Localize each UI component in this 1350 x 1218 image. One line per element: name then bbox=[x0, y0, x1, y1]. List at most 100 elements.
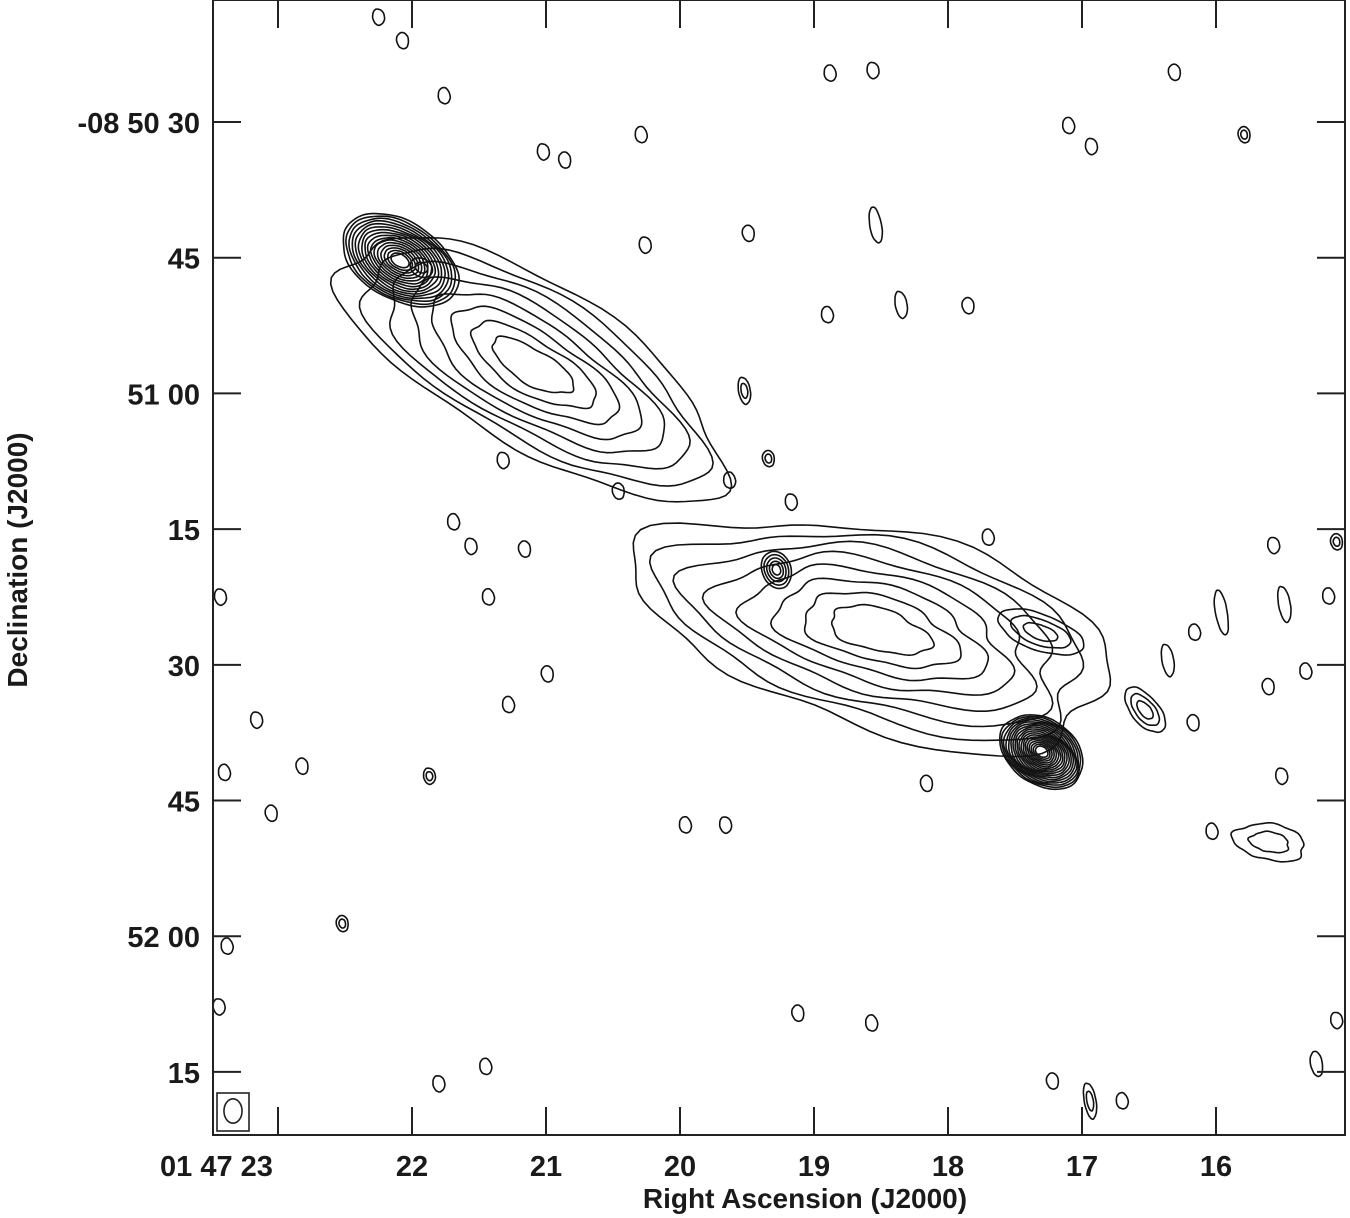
blob-sw-contour bbox=[1136, 699, 1154, 720]
beam-ellipse bbox=[223, 1097, 243, 1125]
north-lobe-contour bbox=[491, 335, 575, 394]
south-hotspot-contour bbox=[1024, 736, 1060, 768]
x-tick-label: 20 bbox=[664, 1151, 696, 1183]
north-lobe-contour bbox=[410, 276, 666, 454]
y-tick-label: 51 00 bbox=[127, 379, 200, 411]
noise-peak-contour bbox=[1329, 532, 1344, 551]
noise-peak-contour bbox=[894, 290, 909, 320]
noise-peak-contour bbox=[823, 64, 837, 82]
blob-far-sw-contour bbox=[1247, 830, 1290, 854]
south-hotspot-contour bbox=[1000, 715, 1082, 789]
noise-peak-contour bbox=[425, 771, 434, 782]
north-hotspot-contour bbox=[383, 247, 417, 274]
south-hotspot-contour bbox=[1030, 741, 1053, 762]
south-hotspot-contour bbox=[1016, 728, 1068, 775]
south-hotspot-contour bbox=[1012, 724, 1072, 779]
noise-peak-contour bbox=[1309, 1050, 1324, 1078]
noise-peak-contour bbox=[865, 1013, 879, 1032]
noise-peak-contour bbox=[1332, 536, 1341, 547]
noise-peak-contour bbox=[295, 757, 309, 776]
north-hotspot-contour bbox=[369, 236, 429, 285]
x-tick-label: 01 47 23 bbox=[160, 1151, 273, 1183]
blob-sw-contour bbox=[1123, 686, 1167, 734]
south-lobe-contour bbox=[803, 591, 962, 670]
noise-peak-contour bbox=[540, 665, 554, 683]
south-hotspot-contour bbox=[1028, 739, 1055, 764]
y-tick-label: 45 bbox=[168, 244, 200, 276]
compact-source-contour bbox=[763, 553, 790, 586]
tick-marks bbox=[213, 0, 1345, 1135]
north-lobe-contour bbox=[450, 305, 621, 426]
noise-peak-contour bbox=[1205, 822, 1219, 841]
blob-sw-contour bbox=[1130, 692, 1161, 727]
y-tick-label: -08 50 30 bbox=[77, 108, 200, 140]
x-tick-label: 22 bbox=[396, 1151, 428, 1183]
noise-peak-contour bbox=[784, 493, 799, 512]
west-blob-contour bbox=[996, 608, 1085, 656]
noise-peak-contour bbox=[1082, 1082, 1098, 1120]
north-peak-2-contour bbox=[409, 257, 434, 279]
noise-peak-contour bbox=[422, 767, 437, 786]
noise-peak-contour bbox=[479, 1057, 493, 1076]
x-tick-label: 19 bbox=[798, 1151, 830, 1183]
noise-peak-contour bbox=[557, 151, 572, 169]
tick-labels: 01 47 23 22 21 20 19 18 17 16 -08 50 30 45 51 00 15… bbox=[77, 108, 1232, 1183]
north-hotspot-contour bbox=[342, 212, 460, 308]
noise-peak-contour bbox=[820, 305, 835, 324]
noise-peak-contour bbox=[338, 918, 347, 929]
noise-peak-contour bbox=[481, 588, 496, 606]
noise-peak-contour bbox=[1061, 116, 1076, 135]
blob-far-sw-contour bbox=[1230, 822, 1305, 863]
noise-peak-contour bbox=[981, 528, 996, 546]
noise-peak-contour bbox=[464, 537, 478, 556]
north-hotspot-contour bbox=[357, 226, 443, 295]
south-hotspot-contour bbox=[1020, 732, 1064, 771]
south-hotspot-contour bbox=[1002, 717, 1080, 786]
north-hotspot-contour bbox=[373, 239, 426, 282]
noise-peak-contour bbox=[638, 236, 652, 255]
beam-indicator bbox=[216, 1092, 250, 1132]
noise-peak-contour bbox=[722, 471, 737, 490]
north-peak-2-contour bbox=[414, 261, 429, 274]
noise-peak-contour bbox=[718, 816, 733, 835]
noise-peak-contour bbox=[335, 914, 349, 933]
north-hotspot-contour bbox=[390, 252, 410, 269]
north-hotspot-contour bbox=[376, 241, 423, 280]
y-tick-label: 15 bbox=[168, 515, 200, 547]
south-hotspot-contour bbox=[999, 714, 1084, 791]
noise-peak-contour bbox=[761, 449, 776, 468]
south-lobe-contour bbox=[830, 603, 936, 657]
west-blob-contour bbox=[1022, 621, 1059, 643]
noise-peak-contour bbox=[496, 451, 510, 470]
noise-peak-contour bbox=[1261, 677, 1275, 696]
south-hotspot-contour bbox=[1010, 722, 1075, 781]
noise-peak-contour bbox=[212, 998, 226, 1016]
noise-peak-contour bbox=[1275, 767, 1289, 786]
noise-peak-contour bbox=[791, 1004, 805, 1023]
noise-peak-contour bbox=[1237, 125, 1251, 144]
noise-peak-contour bbox=[740, 382, 749, 400]
north-hotspot-contour bbox=[354, 222, 446, 298]
noise-peak-contour bbox=[1267, 536, 1281, 555]
compact-source-contour bbox=[768, 560, 785, 580]
noise-peak-contour bbox=[1115, 1091, 1130, 1110]
x-tick-label: 16 bbox=[1200, 1151, 1232, 1183]
north-hotspot-contour bbox=[387, 249, 414, 272]
north-hotspot-contour bbox=[380, 244, 420, 277]
north-lobe-contour bbox=[430, 293, 643, 441]
compact-source-contour bbox=[765, 557, 787, 583]
noise-peak-contour bbox=[1167, 63, 1182, 82]
south-lobe-contour bbox=[672, 540, 1054, 728]
north-hotspot-contour bbox=[351, 219, 450, 300]
x-tick-label: 21 bbox=[530, 1151, 562, 1183]
south-lobe-contour bbox=[735, 563, 1016, 696]
south-hotspot-contour bbox=[1018, 730, 1066, 773]
noise-peak-contour bbox=[1299, 662, 1313, 680]
south-hotspot-contour bbox=[1014, 726, 1071, 777]
x-tick-label: 18 bbox=[932, 1151, 964, 1183]
noise-peak-contour bbox=[1330, 1011, 1344, 1030]
noise-peak-contour bbox=[249, 711, 264, 730]
noise-peak-contour bbox=[395, 31, 410, 50]
south-lobe-contour bbox=[769, 577, 990, 682]
